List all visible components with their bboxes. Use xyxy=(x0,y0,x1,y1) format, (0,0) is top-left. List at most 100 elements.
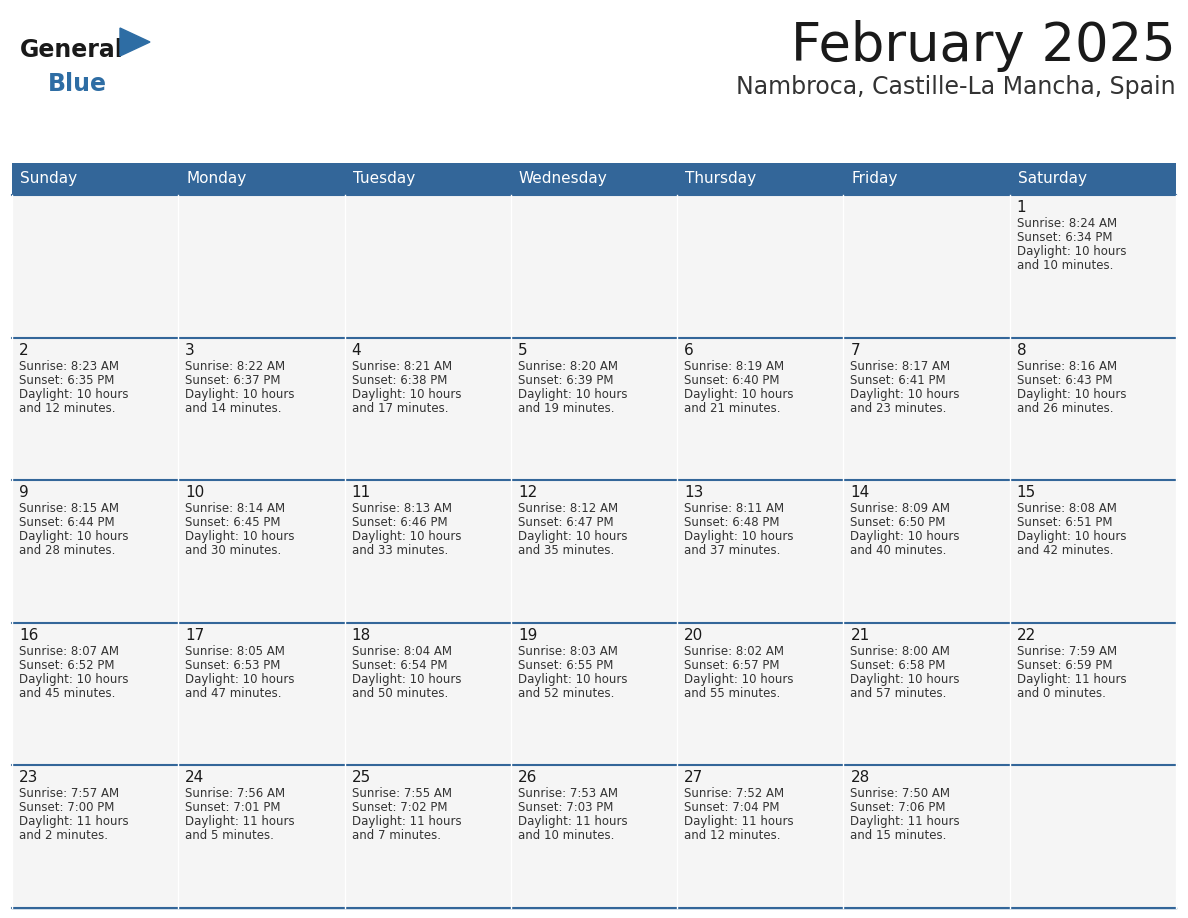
Text: Daylight: 11 hours: Daylight: 11 hours xyxy=(19,815,128,828)
Text: Monday: Monday xyxy=(187,172,247,186)
Text: Nambroca, Castille-La Mancha, Spain: Nambroca, Castille-La Mancha, Spain xyxy=(737,75,1176,99)
Text: Sunset: 6:48 PM: Sunset: 6:48 PM xyxy=(684,516,779,529)
Text: Daylight: 10 hours: Daylight: 10 hours xyxy=(1017,531,1126,543)
Bar xyxy=(1010,163,1176,195)
Text: Sunset: 7:02 PM: Sunset: 7:02 PM xyxy=(352,801,447,814)
Text: Daylight: 10 hours: Daylight: 10 hours xyxy=(185,387,295,400)
Text: Sunset: 7:04 PM: Sunset: 7:04 PM xyxy=(684,801,779,814)
Text: Daylight: 10 hours: Daylight: 10 hours xyxy=(1017,245,1126,258)
Text: Wednesday: Wednesday xyxy=(519,172,607,186)
Text: 28: 28 xyxy=(851,770,870,786)
Bar xyxy=(345,338,511,480)
Text: Sunrise: 8:19 AM: Sunrise: 8:19 AM xyxy=(684,360,784,373)
Text: Sunset: 6:43 PM: Sunset: 6:43 PM xyxy=(1017,374,1112,386)
Text: General: General xyxy=(20,38,124,62)
Text: Sunrise: 7:52 AM: Sunrise: 7:52 AM xyxy=(684,788,784,800)
Text: Sunrise: 8:16 AM: Sunrise: 8:16 AM xyxy=(1017,360,1117,373)
Text: Sunrise: 8:08 AM: Sunrise: 8:08 AM xyxy=(1017,502,1117,515)
Text: and 15 minutes.: and 15 minutes. xyxy=(851,829,947,843)
Text: Sunset: 6:37 PM: Sunset: 6:37 PM xyxy=(185,374,280,386)
Text: and 45 minutes.: and 45 minutes. xyxy=(19,687,115,700)
Text: and 12 minutes.: and 12 minutes. xyxy=(19,401,115,415)
Text: and 0 minutes.: and 0 minutes. xyxy=(1017,687,1106,700)
Text: 4: 4 xyxy=(352,342,361,358)
Bar xyxy=(12,622,178,766)
Bar xyxy=(345,766,511,908)
Bar xyxy=(345,480,511,622)
Text: Sunrise: 8:15 AM: Sunrise: 8:15 AM xyxy=(19,502,119,515)
Text: and 26 minutes.: and 26 minutes. xyxy=(1017,401,1113,415)
Text: Daylight: 10 hours: Daylight: 10 hours xyxy=(352,673,461,686)
Text: and 23 minutes.: and 23 minutes. xyxy=(851,401,947,415)
Text: Sunrise: 8:04 AM: Sunrise: 8:04 AM xyxy=(352,644,451,658)
Text: and 17 minutes.: and 17 minutes. xyxy=(352,401,448,415)
Text: Daylight: 10 hours: Daylight: 10 hours xyxy=(19,673,128,686)
Text: Sunset: 6:34 PM: Sunset: 6:34 PM xyxy=(1017,231,1112,244)
Bar xyxy=(843,195,1010,338)
Bar xyxy=(12,195,178,338)
Bar xyxy=(12,480,178,622)
Text: Daylight: 10 hours: Daylight: 10 hours xyxy=(851,387,960,400)
Text: and 50 minutes.: and 50 minutes. xyxy=(352,687,448,700)
Text: 19: 19 xyxy=(518,628,537,643)
Text: Daylight: 10 hours: Daylight: 10 hours xyxy=(1017,387,1126,400)
Text: Friday: Friday xyxy=(852,172,898,186)
Text: Sunset: 6:45 PM: Sunset: 6:45 PM xyxy=(185,516,280,529)
Text: Daylight: 10 hours: Daylight: 10 hours xyxy=(518,673,627,686)
Text: Daylight: 10 hours: Daylight: 10 hours xyxy=(19,531,128,543)
Text: and 52 minutes.: and 52 minutes. xyxy=(518,687,614,700)
Text: February 2025: February 2025 xyxy=(791,20,1176,72)
Text: Daylight: 11 hours: Daylight: 11 hours xyxy=(1017,673,1126,686)
Bar xyxy=(843,766,1010,908)
Text: Sunrise: 8:09 AM: Sunrise: 8:09 AM xyxy=(851,502,950,515)
Text: Daylight: 11 hours: Daylight: 11 hours xyxy=(352,815,461,828)
Bar xyxy=(1010,480,1176,622)
Text: Blue: Blue xyxy=(48,72,107,96)
Text: Sunset: 6:44 PM: Sunset: 6:44 PM xyxy=(19,516,114,529)
Text: Daylight: 11 hours: Daylight: 11 hours xyxy=(684,815,794,828)
Text: and 12 minutes.: and 12 minutes. xyxy=(684,829,781,843)
Bar xyxy=(511,338,677,480)
Text: Sunset: 6:46 PM: Sunset: 6:46 PM xyxy=(352,516,447,529)
Text: Sunset: 6:55 PM: Sunset: 6:55 PM xyxy=(518,659,613,672)
Text: 6: 6 xyxy=(684,342,694,358)
Bar xyxy=(1010,622,1176,766)
Text: Sunrise: 8:22 AM: Sunrise: 8:22 AM xyxy=(185,360,285,373)
Text: Sunrise: 8:03 AM: Sunrise: 8:03 AM xyxy=(518,644,618,658)
Text: Sunset: 6:41 PM: Sunset: 6:41 PM xyxy=(851,374,946,386)
Text: Daylight: 10 hours: Daylight: 10 hours xyxy=(352,387,461,400)
Text: and 21 minutes.: and 21 minutes. xyxy=(684,401,781,415)
Text: Thursday: Thursday xyxy=(685,172,757,186)
Bar xyxy=(12,163,178,195)
Text: 5: 5 xyxy=(518,342,527,358)
Bar xyxy=(345,163,511,195)
Text: 10: 10 xyxy=(185,486,204,500)
Text: 23: 23 xyxy=(19,770,38,786)
Text: Daylight: 10 hours: Daylight: 10 hours xyxy=(851,531,960,543)
Text: and 5 minutes.: and 5 minutes. xyxy=(185,829,274,843)
Bar xyxy=(677,195,843,338)
Bar xyxy=(511,195,677,338)
Bar xyxy=(843,622,1010,766)
Text: 14: 14 xyxy=(851,486,870,500)
Bar xyxy=(511,163,677,195)
Text: Sunrise: 8:00 AM: Sunrise: 8:00 AM xyxy=(851,644,950,658)
Text: Daylight: 10 hours: Daylight: 10 hours xyxy=(19,387,128,400)
Text: 15: 15 xyxy=(1017,486,1036,500)
Text: Sunrise: 8:17 AM: Sunrise: 8:17 AM xyxy=(851,360,950,373)
Text: Sunrise: 7:53 AM: Sunrise: 7:53 AM xyxy=(518,788,618,800)
Text: and 33 minutes.: and 33 minutes. xyxy=(352,544,448,557)
Bar xyxy=(345,195,511,338)
Text: Sunrise: 8:24 AM: Sunrise: 8:24 AM xyxy=(1017,217,1117,230)
Text: and 7 minutes.: and 7 minutes. xyxy=(352,829,441,843)
Text: Sunset: 7:03 PM: Sunset: 7:03 PM xyxy=(518,801,613,814)
Bar xyxy=(178,338,345,480)
Text: and 2 minutes.: and 2 minutes. xyxy=(19,829,108,843)
Text: Sunrise: 7:56 AM: Sunrise: 7:56 AM xyxy=(185,788,285,800)
Text: Daylight: 10 hours: Daylight: 10 hours xyxy=(352,531,461,543)
Text: and 42 minutes.: and 42 minutes. xyxy=(1017,544,1113,557)
Text: Sunrise: 8:23 AM: Sunrise: 8:23 AM xyxy=(19,360,119,373)
Bar xyxy=(511,480,677,622)
Text: 21: 21 xyxy=(851,628,870,643)
Text: Sunset: 7:06 PM: Sunset: 7:06 PM xyxy=(851,801,946,814)
